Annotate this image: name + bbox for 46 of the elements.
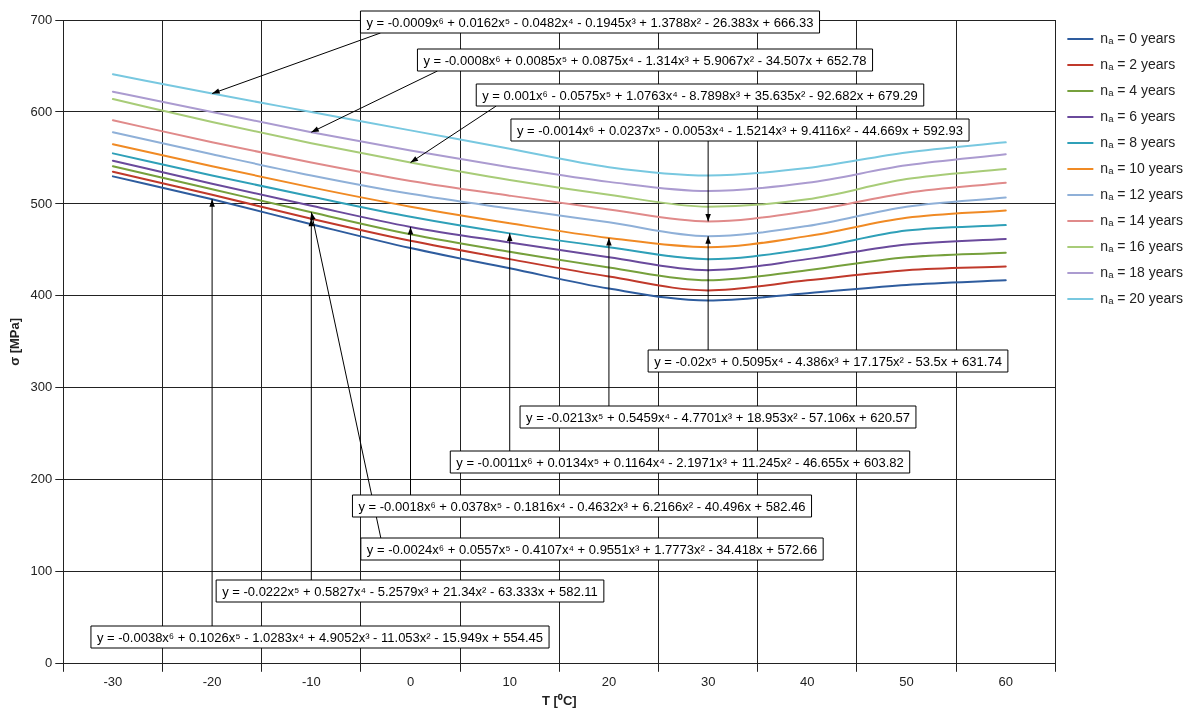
x-tick-label: 20 xyxy=(601,674,617,690)
x-tick-label: 60 xyxy=(998,674,1013,690)
legend-label: nₐ = 2 years xyxy=(1100,55,1176,72)
annotation: y = 0.001x⁶ - 0.0575x⁵ + 1.0763x⁴ - 8.7898x³ + 35.635x² - 92.682x + 679.29 xyxy=(482,87,918,103)
line-series xyxy=(111,73,1007,177)
annotation: y = -0.0024x⁶ + 0.0557x⁵ - 0.4107x⁴ + 0.9551x³ + 1.7773x² - 34.418x + 572.66 xyxy=(366,541,818,557)
y-tick-label: 300 xyxy=(30,379,53,395)
legend-label: nₐ = 8 years xyxy=(1100,133,1176,150)
annotation: y = -0.02x⁵ + 0.5095x⁴ - 4.386x³ + 17.175x² - 53.5x + 631.74 xyxy=(654,353,1002,369)
legend-label: nₐ = 6 years xyxy=(1100,107,1176,124)
x-tick-label: 50 xyxy=(899,674,914,690)
annotation: y = -0.0213x⁵ + 0.5459x⁴ - 4.7701x³ + 18.953x² - 57.106x + 620.57 xyxy=(526,409,910,425)
annotation: y = -0.0008x⁶ + 0.0085x⁵ + 0.0875x⁴ - 1.314x³ + 5.9067x² - 34.507x + 652.78 xyxy=(423,52,867,68)
annotation: y = -0.0011x⁶ + 0.0134x⁵ + 0.1164x⁴ - 2.1971x³ + 11.245x² - 46.655x + 603.82 xyxy=(456,454,904,470)
x-tick-label: -10 xyxy=(301,674,321,690)
legend-label: nₐ = 10 years xyxy=(1100,159,1184,176)
y-tick-label: 500 xyxy=(30,195,53,211)
x-tick-label: -30 xyxy=(103,674,123,690)
annotation: y = -0.0018x⁶ + 0.0378x⁵ - 0.1816x⁴ - 0.4632x³ + 6.2166x² - 40.496x + 582.46 xyxy=(358,498,806,514)
legend-label: nₐ = 20 years xyxy=(1100,289,1184,306)
y-tick-label: 400 xyxy=(30,287,53,303)
legend-label: nₐ = 16 years xyxy=(1100,237,1184,254)
x-tick-label: 40 xyxy=(800,674,815,690)
y-tick-label: 700 xyxy=(30,11,53,27)
annotation: y = -0.0222x⁵ + 0.5827x⁴ - 5.2579x³ + 21.34x² - 63.333x + 582.11 xyxy=(222,583,598,599)
legend-label: nₐ = 12 years xyxy=(1100,185,1184,202)
x-tick-label: -20 xyxy=(202,674,222,690)
annotation: y = -0.0009x⁶ + 0.0162x⁵ - 0.0482x⁴ - 0.1945x³ + 1.3788x² - 26.383x + 666.33 xyxy=(366,14,814,30)
legend-label: nₐ = 14 years xyxy=(1100,211,1184,228)
line-series xyxy=(111,119,1007,223)
x-tick-label: 10 xyxy=(502,674,517,690)
y-tick-label: 200 xyxy=(30,471,53,487)
x-tick-label: 30 xyxy=(700,674,716,690)
x-tick-label: 0 xyxy=(406,674,415,690)
y-tick-label: 0 xyxy=(45,655,53,671)
annotation: y = -0.0038x⁶ + 0.1026x⁵ - 1.0283x⁴ + 4.9052x³ - 11.053x² - 15.949x + 554.45 xyxy=(96,629,544,645)
y-tick-label: 600 xyxy=(30,103,53,119)
annotation: y = -0.0014x⁶ + 0.0237x⁵ - 0.0053x⁴ - 1.5214x³ + 9.4116x² - 44.669x + 592.93 xyxy=(516,122,964,138)
y-axis-title: σ [MPa] xyxy=(7,317,23,366)
legend-label: nₐ = 18 years xyxy=(1100,263,1184,280)
line-series xyxy=(111,90,1007,193)
legend-label: nₐ = 0 years xyxy=(1100,29,1176,46)
line-series xyxy=(111,143,1007,249)
x-axis-title: T [⁰C] xyxy=(542,692,577,708)
legend-label: nₐ = 4 years xyxy=(1100,81,1176,98)
y-tick-label: 100 xyxy=(30,563,53,579)
